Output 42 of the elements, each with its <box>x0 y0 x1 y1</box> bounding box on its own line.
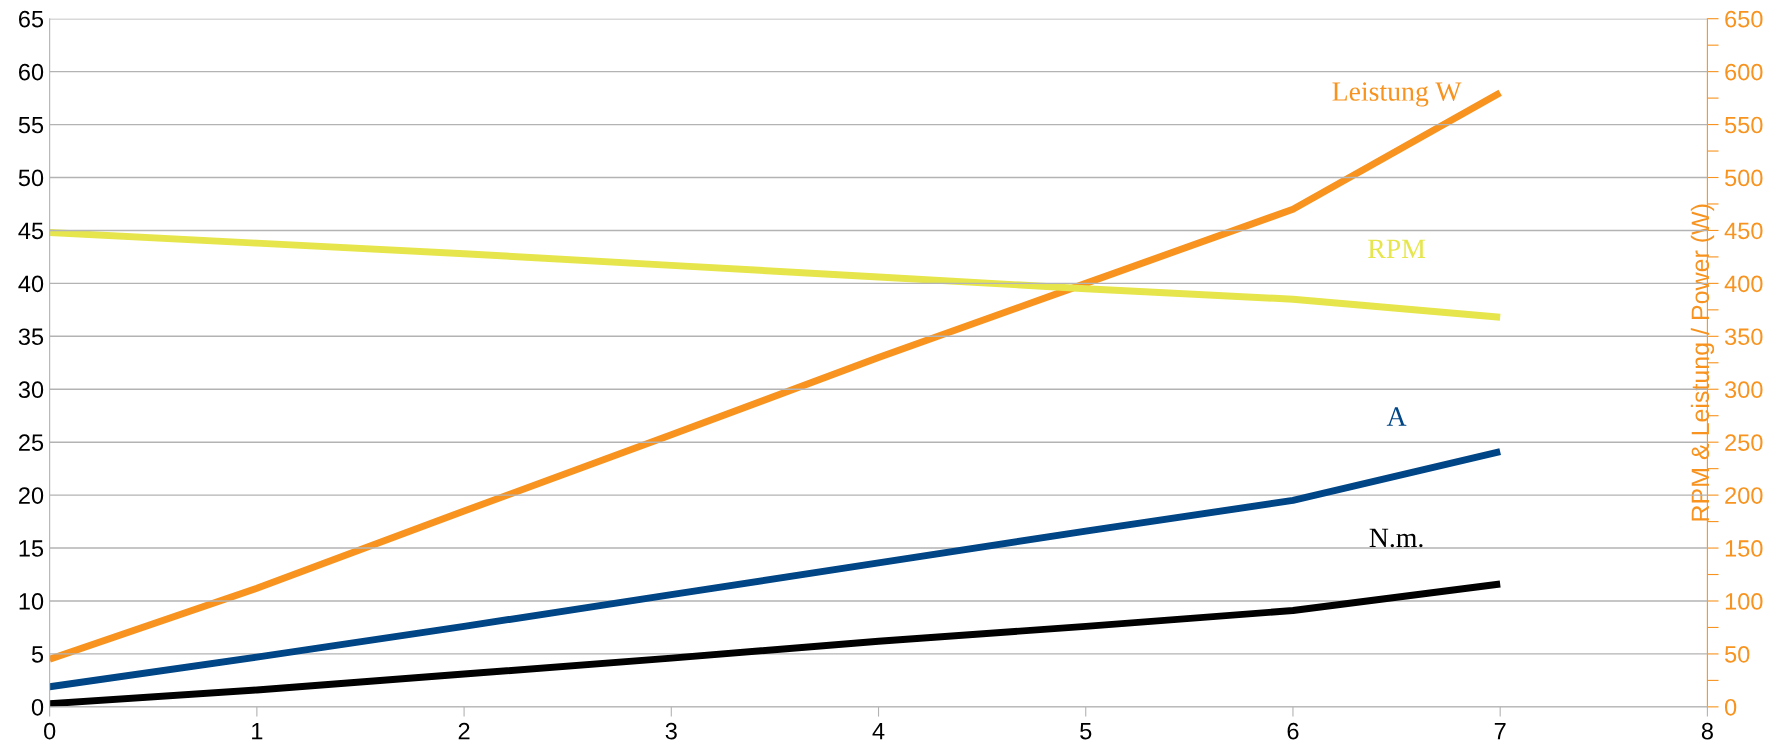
x-tick-label: 0 <box>44 722 56 740</box>
y-tick-label: 20 <box>19 487 44 504</box>
y2-tick-label: 450 <box>1724 222 1763 240</box>
y-tick-label: 25 <box>19 434 44 451</box>
y2-tick-label: 200 <box>1725 487 1763 504</box>
y2-tick-label: 650 <box>1725 10 1763 28</box>
x-tick-label: 1 <box>252 723 263 740</box>
y2-tick-label: 50 <box>1725 645 1750 663</box>
y-tick-label: 30 <box>18 381 44 399</box>
y2-tick-label: 250 <box>1725 434 1763 451</box>
y2-tick-label: 400 <box>1724 275 1763 293</box>
y-tick-label: 10 <box>19 593 44 610</box>
x-tick-label: 6 <box>1287 722 1299 740</box>
series-label: Leistung W <box>1332 82 1462 107</box>
y-tick-label: 50 <box>18 169 44 187</box>
y-tick-label: 65 <box>19 10 44 28</box>
y2-tick-label: 600 <box>1725 63 1763 81</box>
y-tick-label: 60 <box>19 63 44 81</box>
x-tick-label: 4 <box>872 723 885 740</box>
y2-tick-label: 550 <box>1725 116 1763 134</box>
y-tick-label: 55 <box>18 116 44 134</box>
x-tick-label: 8 <box>1701 722 1713 740</box>
series-label: A <box>1386 407 1407 426</box>
y-tick-label: 35 <box>18 328 44 346</box>
x-tick-label: 2 <box>458 722 470 740</box>
y2-tick-label: 350 <box>1724 328 1763 346</box>
y2-axis-title: RPM & Leistung / Power (W) <box>1690 204 1715 521</box>
series-label: N.m. <box>1369 528 1423 548</box>
series-label: RPM <box>1368 239 1426 258</box>
y2-tick-label: 0 <box>1724 698 1737 716</box>
x-tick-label: 7 <box>1494 723 1506 740</box>
y2-tick-label: 500 <box>1725 169 1763 187</box>
y-tick-label: 40 <box>18 275 44 293</box>
y-tick-label: 5 <box>31 646 44 663</box>
y2-tick-label: 150 <box>1725 540 1763 557</box>
y2-tick-label: 100 <box>1725 593 1763 610</box>
y-tick-label: 45 <box>18 222 44 240</box>
x-tick-label: 5 <box>1080 723 1092 740</box>
y2-tick-label: 300 <box>1724 381 1763 399</box>
y-tick-label: 15 <box>19 540 44 557</box>
x-tick-label: 3 <box>665 722 677 740</box>
y-tick-label: 0 <box>31 698 44 716</box>
